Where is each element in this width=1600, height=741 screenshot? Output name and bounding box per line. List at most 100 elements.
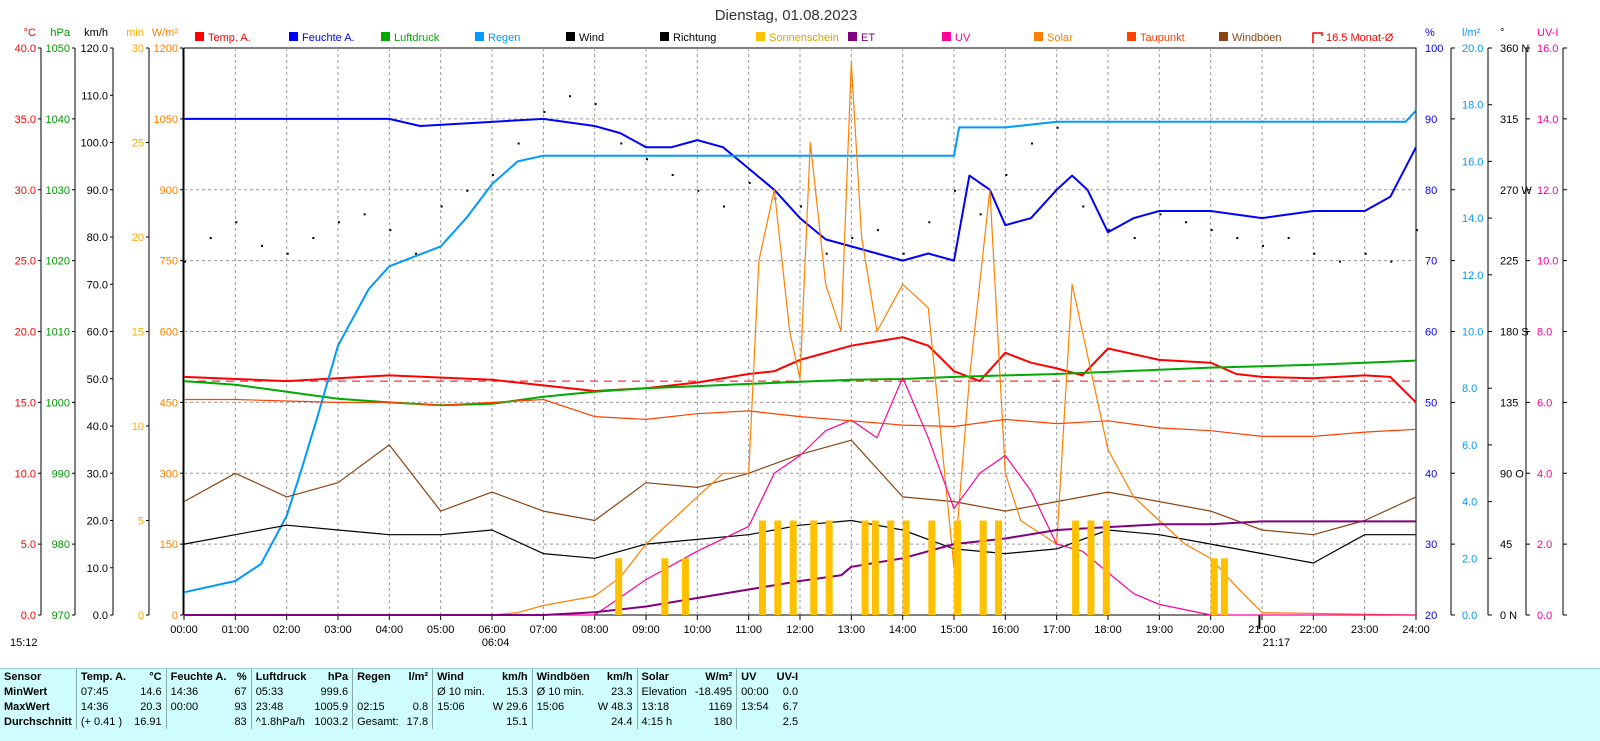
wind-direction-point bbox=[646, 158, 648, 161]
wind-direction-point bbox=[440, 205, 443, 208]
sunshine-bar bbox=[1072, 520, 1080, 615]
y-tick-label-solar: 1200 bbox=[154, 43, 178, 55]
y-tick-label-humidity: 50 bbox=[1425, 397, 1437, 409]
sunshine-bar bbox=[661, 558, 669, 615]
x-tick-label: 23:00 bbox=[1351, 624, 1379, 636]
sunshine-bar bbox=[979, 520, 987, 615]
press-time: ^1.8hPa/h bbox=[250, 714, 311, 729]
wind-direction-point bbox=[877, 229, 879, 232]
x-tick-label: 12:00 bbox=[786, 624, 814, 636]
y-tick-label-temp: 5.0 bbox=[21, 539, 36, 551]
y-tick-label-wind: 90.0 bbox=[87, 185, 108, 197]
sunrise-label: 06:04 bbox=[482, 637, 510, 649]
wind-direction-point bbox=[1031, 142, 1033, 145]
y-tick-label-direction: 360 N bbox=[1500, 43, 1529, 55]
wind-direction-point bbox=[671, 174, 674, 176]
wind-direction-point bbox=[286, 252, 289, 255]
legend-swatch bbox=[756, 32, 765, 41]
y-tick-label-direction: 45 bbox=[1500, 539, 1512, 551]
y-tick-label-sunshine: 20 bbox=[132, 232, 144, 244]
y-tick-label-wind: 80.0 bbox=[87, 232, 108, 244]
x-tick-label: 06:00 bbox=[478, 624, 506, 636]
y-tick-label-pressure: 990 bbox=[52, 468, 70, 480]
y-tick-label-uv: 10.0 bbox=[1537, 256, 1558, 268]
uv-value: 6.7 bbox=[782, 700, 799, 713]
y-tick-label-direction: 0 N bbox=[1500, 610, 1517, 622]
legend-swatch bbox=[195, 32, 204, 41]
axis-unit-uv: UV-I bbox=[1537, 27, 1558, 39]
legend-swatch bbox=[289, 32, 298, 41]
wind-direction-point bbox=[1339, 260, 1341, 263]
y-tick-label-pressure: 1000 bbox=[46, 397, 70, 409]
wind-direction-point bbox=[1262, 244, 1264, 247]
y-tick-label-solar: 300 bbox=[160, 468, 178, 480]
wind-direction-point bbox=[1364, 252, 1367, 255]
y-tick-label-temp: 40.0 bbox=[15, 43, 36, 55]
y-tick-label-humidity: 100 bbox=[1425, 43, 1443, 55]
sunshine-bar bbox=[1087, 520, 1095, 615]
wind-direction-point bbox=[235, 221, 238, 224]
legend-label: ET bbox=[861, 32, 875, 44]
legend-label: Wind bbox=[579, 32, 604, 44]
y-tick-label-sunshine: 30 bbox=[132, 43, 144, 55]
y-tick-label-rain: 18.0 bbox=[1462, 100, 1483, 112]
y-tick-label-wind: 100.0 bbox=[80, 138, 108, 150]
sunshine-bar bbox=[1220, 558, 1228, 615]
y-tick-label-solar: 450 bbox=[160, 397, 178, 409]
y-tick-label-temp: 10.0 bbox=[15, 468, 36, 480]
gust-unit: km/h bbox=[606, 670, 633, 683]
legend-label: Taupunkt bbox=[1140, 32, 1185, 44]
chart-title: Dienstag, 01.08.2023 bbox=[715, 7, 858, 24]
gust-header: Windböen bbox=[531, 669, 594, 684]
x-tick-label: 10:00 bbox=[684, 624, 712, 636]
y-tick-label-wind: 120.0 bbox=[80, 43, 108, 55]
sunshine-bar bbox=[615, 558, 623, 615]
uv-value: 0.0 bbox=[782, 685, 799, 698]
sunset-label: 21:17 bbox=[1263, 637, 1291, 649]
wind-direction-point bbox=[1133, 237, 1136, 239]
y-tick-label-rain: 14.0 bbox=[1462, 213, 1483, 225]
y-tick-label-humidity: 80 bbox=[1425, 185, 1437, 197]
series-line-solar bbox=[184, 62, 1417, 616]
wind-direction-point bbox=[928, 221, 931, 224]
axis-unit-temp: °C bbox=[24, 27, 36, 39]
x-tick-label: 01:00 bbox=[222, 624, 250, 636]
wind-direction-point bbox=[1082, 205, 1085, 208]
sunshine-bar bbox=[887, 520, 895, 615]
solar-value: 180 bbox=[713, 715, 733, 728]
y-tick-label-rain: 16.0 bbox=[1462, 156, 1483, 168]
solar-time: Elevation bbox=[636, 684, 691, 699]
summary-table: Sensor Temp. A. °C Feuchte A. % Luftdruc… bbox=[0, 668, 1600, 741]
y-tick-label-solar: 600 bbox=[160, 327, 178, 339]
wind-direction-point bbox=[543, 111, 546, 113]
axes: 00:00 01:00 02:00 03:00 04:00 05:00 06:00 07:00… bbox=[10, 27, 1567, 649]
axis-unit-solar: W/m² bbox=[152, 27, 179, 39]
legend-swatch bbox=[1034, 32, 1043, 41]
axis-unit-wind: km/h bbox=[84, 27, 108, 39]
y-tick-label-wind: 50.0 bbox=[87, 374, 108, 386]
legend-swatch bbox=[381, 32, 390, 41]
y-tick-label-pressure: 970 bbox=[52, 610, 70, 622]
series-line-taupunkt bbox=[184, 398, 1417, 437]
y-tick-label-rain: 6.0 bbox=[1462, 440, 1477, 452]
wind-direction-point bbox=[312, 237, 315, 239]
wind-header: Wind bbox=[432, 669, 489, 684]
y-tick-label-solar: 0 bbox=[172, 610, 178, 622]
sunshine-bar bbox=[825, 520, 833, 615]
wind-direction-point bbox=[1210, 229, 1213, 232]
wind-direction-point bbox=[902, 252, 905, 255]
wind-direction-point bbox=[620, 142, 623, 145]
y-tick-label-sunshine: 15 bbox=[132, 327, 144, 339]
y-tick-label-direction: 90 O bbox=[1500, 468, 1524, 480]
wind-direction-point bbox=[1416, 229, 1418, 232]
y-tick-label-rain: 2.0 bbox=[1462, 553, 1477, 565]
wind-direction-point bbox=[415, 252, 417, 255]
series-line-wind bbox=[183, 519, 1416, 564]
wind-direction-point bbox=[1236, 237, 1239, 239]
sunshine-bar bbox=[1102, 520, 1110, 615]
y-tick-label-sunshine: 25 bbox=[132, 138, 144, 150]
rain-value: 17.8 bbox=[406, 715, 429, 728]
series-line-feuchte-a- bbox=[184, 117, 1417, 262]
legend-label: Feuchte A. bbox=[302, 32, 355, 44]
hum-time: 14:36 bbox=[165, 684, 231, 699]
